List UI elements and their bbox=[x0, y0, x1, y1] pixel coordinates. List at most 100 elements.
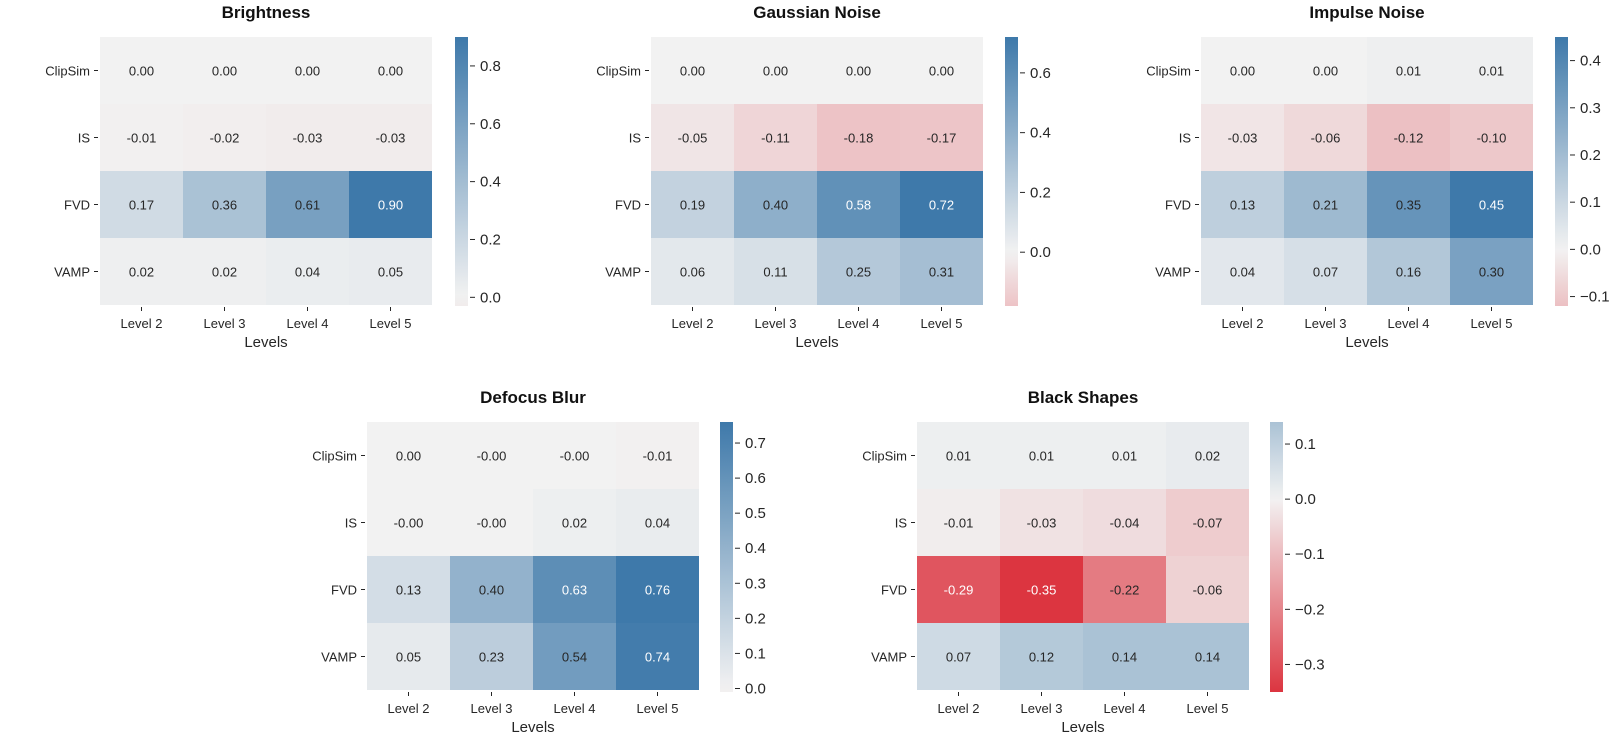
heatmap-cell bbox=[1367, 104, 1450, 171]
cell-value-label: -0.11 bbox=[761, 131, 790, 146]
heatmap-cell bbox=[533, 623, 616, 690]
heatmap-cell bbox=[1000, 489, 1083, 556]
x-tick-label: Level 2 bbox=[1222, 316, 1264, 331]
cell-value-label: -0.35 bbox=[1027, 583, 1057, 598]
heatmap-cell bbox=[1083, 422, 1166, 489]
cell-value-label: 0.01 bbox=[1479, 64, 1504, 79]
heatmap-cell bbox=[1367, 37, 1450, 104]
x-tick-label: Level 5 bbox=[637, 701, 679, 716]
heatmap-cell bbox=[367, 623, 450, 690]
colorbar-tick-label: 0.3 bbox=[1580, 100, 1601, 117]
x-tick-label: Level 4 bbox=[838, 316, 880, 331]
heatmap-cell bbox=[1201, 104, 1284, 171]
colorbar-tick-label: 0.3 bbox=[745, 575, 766, 592]
cell-value-label: 0.30 bbox=[1479, 265, 1504, 280]
colorbar-tick-label: −0.3 bbox=[1295, 656, 1325, 673]
heatmap-cell bbox=[1083, 556, 1166, 623]
cell-value-label: 0.02 bbox=[1195, 449, 1220, 464]
cell-value-label: -0.01 bbox=[944, 516, 974, 531]
y-tick-label: FVD bbox=[1165, 198, 1191, 213]
y-tick-label: ClipSim bbox=[596, 64, 641, 79]
heatmap-cell bbox=[450, 489, 533, 556]
heatmap-cell bbox=[533, 489, 616, 556]
colorbar-tick-label: −0.2 bbox=[1295, 601, 1325, 618]
cell-value-label: 0.31 bbox=[929, 265, 954, 280]
cell-value-label: -0.02 bbox=[210, 131, 240, 146]
heatmap-cell bbox=[367, 489, 450, 556]
cell-value-label: -0.00 bbox=[394, 516, 424, 531]
heatmap-cell bbox=[1450, 37, 1533, 104]
cell-value-label: 0.12 bbox=[1029, 650, 1054, 665]
cell-value-label: -0.00 bbox=[560, 449, 590, 464]
cell-value-label: 0.06 bbox=[680, 265, 705, 280]
cell-value-label: 0.00 bbox=[680, 64, 705, 79]
cell-value-label: -0.04 bbox=[1110, 516, 1140, 531]
x-tick-label: Level 5 bbox=[370, 316, 412, 331]
y-tick-label: ClipSim bbox=[312, 449, 357, 464]
y-tick-label: ClipSim bbox=[1146, 64, 1191, 79]
cell-value-label: 0.00 bbox=[396, 449, 421, 464]
colorbar-tick-label: 0.4 bbox=[1580, 53, 1601, 70]
cell-value-label: -0.00 bbox=[477, 449, 507, 464]
chart-title: Gaussian Noise bbox=[753, 3, 881, 22]
cell-value-label: -0.18 bbox=[844, 131, 874, 146]
colorbar bbox=[1555, 37, 1568, 306]
cell-value-label: 0.25 bbox=[846, 265, 871, 280]
y-tick-label: ClipSim bbox=[45, 64, 90, 79]
colorbar-tick-label: 0.4 bbox=[1030, 125, 1051, 142]
x-tick-label: Level 2 bbox=[938, 701, 980, 716]
x-axis-label: Levels bbox=[244, 334, 287, 351]
cell-value-label: 0.01 bbox=[946, 449, 971, 464]
colorbar bbox=[1005, 37, 1018, 306]
heatmap-cell bbox=[817, 171, 900, 238]
colorbar-tick-label: 0.5 bbox=[745, 505, 766, 522]
colorbar bbox=[455, 37, 468, 306]
cell-value-label: 0.00 bbox=[378, 64, 403, 79]
y-tick-label: FVD bbox=[331, 583, 357, 598]
colorbar-tick-label: −0.1 bbox=[1580, 289, 1610, 306]
heatmap-cell bbox=[1083, 623, 1166, 690]
heatmap-cell bbox=[616, 623, 699, 690]
heatmap-cell bbox=[349, 171, 432, 238]
heatmap-cell bbox=[616, 556, 699, 623]
colorbar-tick-label: 0.1 bbox=[1580, 194, 1601, 211]
heatmap-cell bbox=[616, 422, 699, 489]
cell-value-label: 0.74 bbox=[645, 650, 670, 665]
heatmap-cell bbox=[1284, 37, 1367, 104]
cell-value-label: 0.01 bbox=[1396, 64, 1421, 79]
cell-value-label: 0.61 bbox=[295, 198, 320, 213]
heatmap-cell bbox=[1083, 489, 1166, 556]
cell-value-label: -0.10 bbox=[1477, 131, 1507, 146]
y-tick-label: IS bbox=[895, 516, 908, 531]
cell-value-label: -0.05 bbox=[678, 131, 708, 146]
heatmap-cell bbox=[1367, 171, 1450, 238]
heatmap-cell bbox=[900, 104, 983, 171]
heatmap-cell bbox=[917, 422, 1000, 489]
colorbar-tick-label: 0.2 bbox=[1580, 147, 1601, 164]
cell-value-label: 0.04 bbox=[1230, 265, 1255, 280]
cell-value-label: -0.17 bbox=[927, 131, 957, 146]
colorbar-tick-label: 0.2 bbox=[745, 610, 766, 627]
x-tick-label: Level 5 bbox=[1187, 701, 1229, 716]
x-axis-label: Levels bbox=[795, 334, 838, 351]
colorbar-tick-label: 0.0 bbox=[1295, 491, 1316, 508]
heatmap-cell bbox=[266, 104, 349, 171]
colorbar-tick-label: 0.1 bbox=[745, 645, 766, 662]
colorbar-tick-label: 0.4 bbox=[745, 540, 766, 557]
cell-value-label: 0.19 bbox=[680, 198, 705, 213]
x-tick-label: Level 4 bbox=[554, 701, 596, 716]
y-tick-label: VAMP bbox=[54, 265, 90, 280]
cell-value-label: -0.01 bbox=[643, 449, 673, 464]
colorbar-tick-label: 0.8 bbox=[480, 58, 501, 75]
cell-value-label: 0.54 bbox=[562, 650, 587, 665]
cell-value-label: 0.00 bbox=[295, 64, 320, 79]
cell-value-label: 0.02 bbox=[562, 516, 587, 531]
colorbar-tick-label: 0.6 bbox=[745, 470, 766, 487]
heatmap-cell bbox=[900, 37, 983, 104]
cell-value-label: -0.06 bbox=[1311, 131, 1341, 146]
heatmap-cell bbox=[917, 623, 1000, 690]
colorbar bbox=[1270, 422, 1283, 692]
x-axis-label: Levels bbox=[1061, 719, 1104, 736]
heatmap-cell bbox=[1166, 489, 1249, 556]
heatmap-cell bbox=[1284, 238, 1367, 305]
